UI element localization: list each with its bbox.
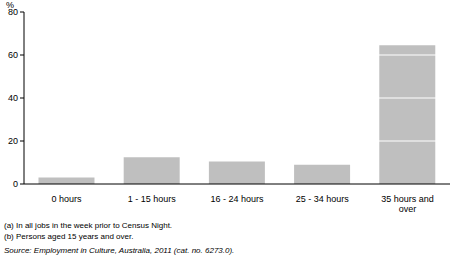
svg-text:80: 80 bbox=[8, 7, 18, 17]
svg-text:35 hours andover: 35 hours andover bbox=[381, 194, 434, 212]
svg-text:20: 20 bbox=[8, 136, 18, 146]
svg-text:0 hours: 0 hours bbox=[52, 194, 83, 204]
html-text:(b) Persons aged 15 years and: (b) Persons aged 15 years and over. bbox=[4, 232, 134, 241]
html-text:(a) In all jobs in the week pr: (a) In all jobs in the week prior to Cen… bbox=[4, 221, 173, 230]
svg-text:25 - 34 hours: 25 - 34 hours bbox=[296, 194, 350, 204]
svg-text:60: 60 bbox=[8, 50, 18, 60]
svg-text:0: 0 bbox=[13, 179, 18, 189]
html-text:Source: Employment in Culture,: Source: Employment in Culture, Australia… bbox=[4, 246, 235, 255]
svg-text:16 - 24 hours: 16 - 24 hours bbox=[210, 194, 264, 204]
svg-text:40: 40 bbox=[8, 93, 18, 103]
svg-text:1 - 15 hours: 1 - 15 hours bbox=[128, 194, 177, 204]
